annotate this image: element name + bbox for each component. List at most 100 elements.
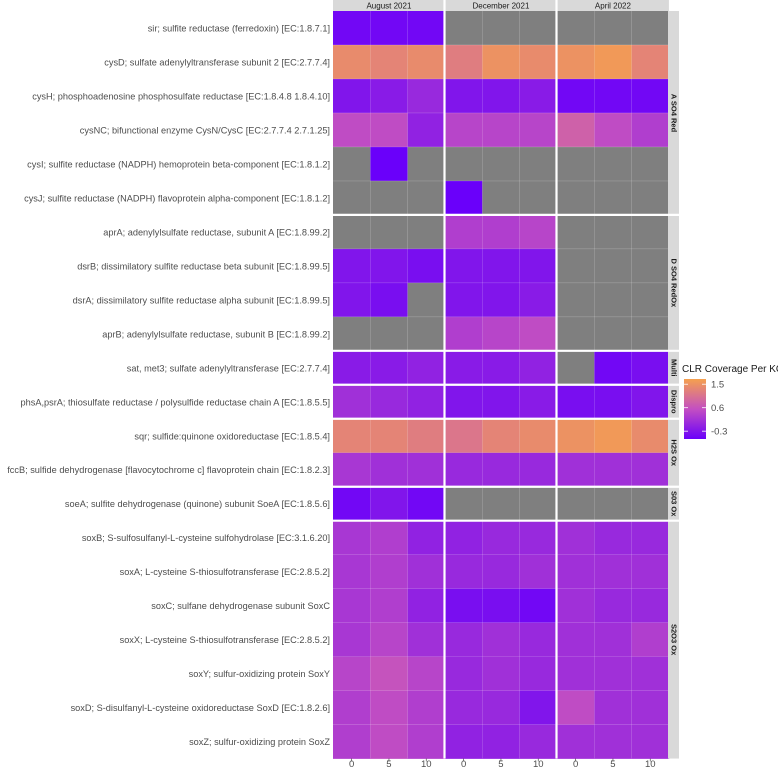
heatmap-cell — [482, 622, 520, 657]
heatmap-cell — [407, 146, 446, 182]
row-group-strip — [668, 486, 679, 521]
row-label: sat, met3; sulfate adenylyltransferase [… — [127, 363, 330, 373]
heatmap-cell — [370, 350, 408, 386]
heatmap-cell — [482, 214, 520, 250]
x-tick-label: 0 — [573, 759, 578, 770]
heatmap-cell — [519, 520, 558, 555]
heatmap-cell — [445, 112, 483, 148]
heatmap-cell — [594, 146, 632, 182]
heatmap-cell — [445, 248, 483, 284]
heatmap-cell — [557, 622, 595, 657]
heatmap-cell — [370, 418, 408, 454]
heatmap-cell — [482, 554, 520, 589]
heatmap-cell — [370, 452, 408, 488]
heatmap-cell — [370, 690, 408, 725]
row-label: cysI; sulfite reductase (NADPH) hemoprot… — [27, 159, 330, 169]
heatmap-cell — [333, 520, 371, 555]
heatmap-cell — [445, 282, 483, 318]
heatmap-cell — [407, 248, 446, 284]
heatmap-cell — [519, 180, 558, 216]
heatmap-cell — [482, 78, 520, 114]
heatmap-cell — [445, 486, 483, 521]
row-label: soxA; L-cysteine S-thiosulfotransferase … — [120, 567, 330, 577]
heatmap-cell — [594, 282, 632, 318]
heatmap-cell — [631, 248, 670, 284]
heatmap-cell — [333, 146, 371, 182]
heatmap-cell — [631, 282, 670, 318]
heatmap-cell — [445, 554, 483, 589]
heatmap-cell — [557, 180, 595, 216]
heatmap-cell — [631, 724, 670, 759]
heatmap-cell — [482, 656, 520, 691]
heatmap-cell — [370, 656, 408, 691]
heatmap-cell — [519, 282, 558, 318]
heatmap-cell — [407, 180, 446, 216]
row-label: cysJ; sulfite reductase (NADPH) flavopro… — [24, 193, 330, 203]
heatmap-cell — [407, 316, 446, 352]
facet-separators — [333, 0, 679, 759]
heatmap-cell — [631, 520, 670, 555]
heatmap-cell — [407, 520, 446, 555]
heatmap-cell — [333, 248, 371, 284]
heatmap-cell — [557, 248, 595, 284]
heatmap-cell — [594, 11, 632, 46]
heatmap-cell — [519, 11, 558, 46]
heatmap-cell — [519, 44, 558, 80]
row-group-strip — [668, 214, 679, 351]
heatmap-cell — [594, 486, 632, 521]
heatmap-cell — [370, 146, 408, 182]
heatmap-cell — [407, 588, 446, 623]
legend-tick-label: 0.6 — [711, 403, 724, 414]
heatmap-cell — [557, 214, 595, 250]
heatmap-cell — [557, 112, 595, 148]
heatmap-cell — [445, 350, 483, 386]
heatmap-cell — [557, 520, 595, 555]
heatmap-cell — [482, 384, 520, 420]
heatmap-cell — [445, 588, 483, 623]
row-label: soxC; sulfane dehydrogenase subunit SoxC — [151, 601, 330, 611]
row-label: aprB; adenylylsulfate reductase, subunit… — [102, 329, 330, 339]
heatmap-cell — [333, 622, 371, 657]
heatmap-cell — [519, 622, 558, 657]
heatmap-cell — [557, 146, 595, 182]
facet-strip-1 — [333, 0, 445, 11]
heatmap-cell — [594, 350, 632, 386]
x-tick-label: 5 — [386, 759, 391, 770]
heatmap-cell — [519, 214, 558, 250]
heatmap-cell — [445, 690, 483, 725]
heatmap-cell — [445, 724, 483, 759]
heatmap-cell — [445, 520, 483, 555]
heatmap-cell — [519, 248, 558, 284]
row-label: phsA,psrA; thiosulfate reductase / polys… — [21, 397, 331, 407]
heatmap-cell — [631, 180, 670, 216]
heatmap-cell — [631, 554, 670, 589]
row-group-strips: A SO4 Red D SO4 RedOx Multi Dispro H2S Ox S03… — [668, 11, 679, 759]
heatmap-cell — [407, 44, 446, 80]
heatmap-cell — [407, 452, 446, 488]
heatmap-cell — [594, 452, 632, 488]
x-tick-label: 0 — [461, 759, 466, 770]
heatmap-cell — [482, 316, 520, 352]
heatmap-cell — [519, 384, 558, 420]
heatmap-cell — [407, 78, 446, 114]
x-tick-label: 5 — [498, 759, 503, 770]
heatmap-cell — [519, 112, 558, 148]
heatmap-cell — [631, 656, 670, 691]
heatmap-cell — [482, 418, 520, 454]
heatmap-cell — [519, 146, 558, 182]
heatmap-cell — [519, 690, 558, 725]
heatmap-cell — [407, 622, 446, 657]
heatmap-cell — [557, 418, 595, 454]
legend: CLR Coverage Per KO 1.5 0.6 -0.3 — [682, 364, 778, 439]
heatmap-cell — [519, 418, 558, 454]
heatmap-cell — [594, 214, 632, 250]
heatmap-cell — [631, 146, 670, 182]
heatmap-cell — [594, 520, 632, 555]
heatmap-cell — [594, 656, 632, 691]
heatmap-cell — [445, 146, 483, 182]
heatmap-cell — [482, 112, 520, 148]
heatmap-cell — [407, 282, 446, 318]
heatmap-cell — [594, 78, 632, 114]
heatmap-cell — [594, 724, 632, 759]
row-label: cysH; phosphoadenosine phosphosulfate re… — [32, 91, 330, 101]
